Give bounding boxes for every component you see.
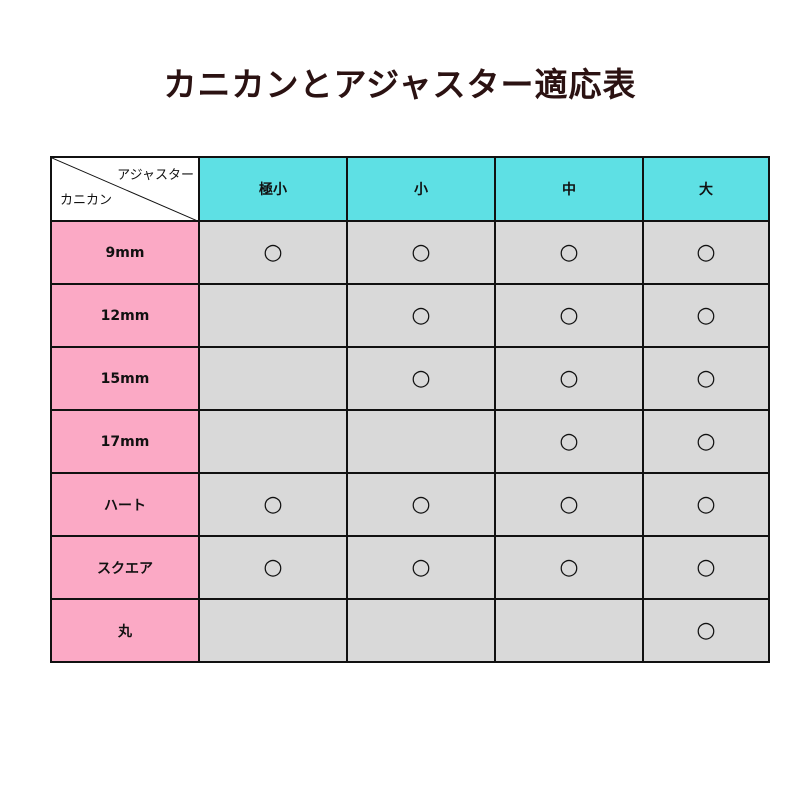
compatible-mark: ○ [411,492,431,517]
table-cell [346,409,496,474]
compatibility-table: アジャスター カニカン 極小 小 中 大 9mm ○ ○ ○ ○ 12mm ○ ○ ○ 15mm ○… [50,156,770,663]
row-header: スクエア [50,535,200,600]
table-cell [198,409,348,474]
compatible-mark: ○ [696,555,716,580]
corner-cell: アジャスター カニカン [50,156,200,222]
row-header: ハート [50,472,200,537]
table-row: 15mm ○ ○ ○ [50,346,770,411]
compatible-mark: ○ [696,240,716,265]
table-cell: ○ [642,472,770,537]
row-header: 17mm [50,409,200,474]
compatible-mark: ○ [411,303,431,328]
compatible-mark: ○ [696,366,716,391]
compatible-mark: ○ [559,366,579,391]
compatible-mark: ○ [696,429,716,454]
table-row: 9mm ○ ○ ○ ○ [50,220,770,285]
table-cell: ○ [642,283,770,348]
table-cell: ○ [494,409,644,474]
compatible-mark: ○ [696,492,716,517]
table-row: ハート ○ ○ ○ ○ [50,472,770,537]
table-cell: ○ [642,598,770,663]
table-cell: ○ [198,472,348,537]
table-cell: ○ [346,220,496,285]
table-cell: ○ [346,535,496,600]
column-header: 大 [642,156,770,222]
row-header: 9mm [50,220,200,285]
table-cell: ○ [642,346,770,411]
header-row: アジャスター カニカン 極小 小 中 大 [50,156,770,222]
table-row: 12mm ○ ○ ○ [50,283,770,348]
table-cell: ○ [642,409,770,474]
compatible-mark: ○ [263,492,283,517]
compatible-mark: ○ [696,618,716,643]
table-cell: ○ [642,535,770,600]
compatible-mark: ○ [263,555,283,580]
table-cell: ○ [198,535,348,600]
table-cell [346,598,496,663]
compatible-mark: ○ [411,366,431,391]
table-cell: ○ [494,535,644,600]
table-row: 丸 ○ [50,598,770,663]
table-cell: ○ [494,220,644,285]
compatible-mark: ○ [411,555,431,580]
page-title: カニカンとアジャスター適応表 [163,65,637,104]
row-header: 15mm [50,346,200,411]
table-cell: ○ [494,472,644,537]
table-cell [198,283,348,348]
table-cell [198,598,348,663]
corner-column-label: アジャスター [117,168,194,183]
column-header: 極小 [198,156,348,222]
compatible-mark: ○ [559,555,579,580]
table-cell: ○ [346,472,496,537]
compatible-mark: ○ [559,492,579,517]
table-cell: ○ [198,220,348,285]
table-cell: ○ [494,346,644,411]
compatible-mark: ○ [696,303,716,328]
compatible-mark: ○ [559,240,579,265]
column-header: 中 [494,156,644,222]
table-cell: ○ [494,283,644,348]
table-row: スクエア ○ ○ ○ ○ [50,535,770,600]
compatible-mark: ○ [263,240,283,265]
corner-row-label: カニカン [60,193,113,208]
compatible-mark: ○ [411,240,431,265]
table-cell [198,346,348,411]
row-header: 12mm [50,283,200,348]
compatible-mark: ○ [559,303,579,328]
table-cell: ○ [346,283,496,348]
table-cell: ○ [642,220,770,285]
column-header: 小 [346,156,496,222]
table-row: 17mm ○ ○ [50,409,770,474]
row-header: 丸 [50,598,200,663]
table-cell [494,598,644,663]
compatible-mark: ○ [559,429,579,454]
diagonal-divider [52,158,200,222]
table-cell: ○ [346,346,496,411]
